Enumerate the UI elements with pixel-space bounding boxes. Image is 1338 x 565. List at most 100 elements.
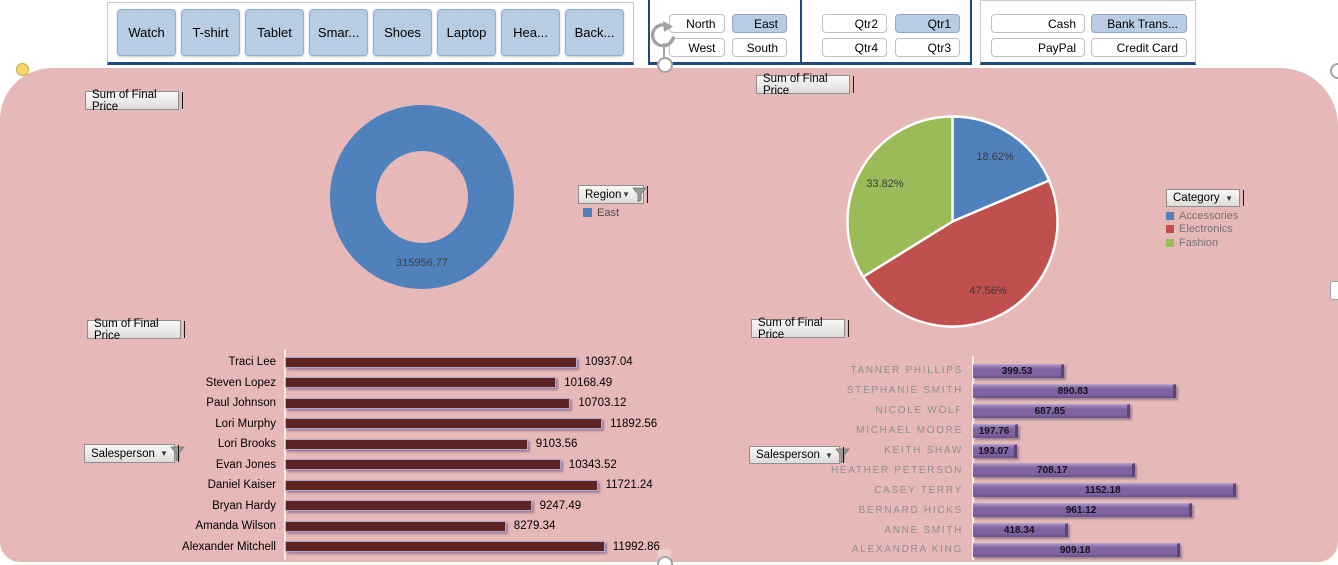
shape-adjust-handle[interactable]	[16, 63, 29, 76]
bar-daniel-kaiser[interactable]	[285, 479, 598, 491]
value-label: 197.76	[978, 425, 1010, 437]
category-label: Evan Jones	[215, 458, 276, 471]
slicer-item-west[interactable]: West	[669, 38, 725, 57]
slicer-item-tablet[interactable]: Tablet	[245, 9, 304, 56]
bar-keith-shaw[interactable]: 193.07	[973, 443, 1017, 458]
bar-tanner-phillips[interactable]: 399.53	[973, 363, 1065, 378]
chevron-down-icon: ▼	[159, 449, 168, 458]
bar-paul-johnson[interactable]	[285, 397, 571, 409]
category-filter-button[interactable]: Category ▼	[1166, 189, 1244, 207]
right-bar-chart[interactable]: TANNER PHILLIPS 399.53 STEPHANIE SMITH 890.…	[750, 361, 1330, 560]
salesperson-filter-button-right[interactable]: Salesperson ▼	[749, 446, 850, 464]
legend-label: East	[597, 206, 620, 219]
funnel-icon	[170, 446, 185, 461]
category-label: Lori Murphy	[215, 417, 276, 430]
bar-row-michael-moore: MICHAEL MOORE 197.76	[750, 421, 1330, 441]
bar-traci-lee[interactable]	[285, 356, 577, 368]
category-label: NICOLE WOLF	[875, 405, 963, 417]
bar-lori-brooks[interactable]	[285, 438, 528, 450]
rotate-handle-icon[interactable]	[643, 21, 677, 47]
bar-bernard-hicks[interactable]: 961.12	[973, 503, 1193, 518]
bar-bryan-hardy[interactable]	[285, 500, 532, 512]
bar-row-casey-terry: CASEY TERRY 1152.18	[750, 480, 1330, 500]
legend-item-fashion: Fashion	[1166, 236, 1238, 250]
shape-handle-right-middle[interactable]	[1330, 281, 1338, 300]
bar-steven-lopez[interactable]	[285, 377, 557, 389]
value-label: 11892.56	[610, 417, 658, 430]
pie-slice-fashion[interactable]	[846, 115, 954, 278]
value-label: 193.07	[978, 445, 1009, 457]
slicer-item-back[interactable]: Back...	[565, 9, 624, 56]
chevron-down-icon: ▼	[824, 450, 833, 460]
chevron-down-icon: ▼	[1225, 193, 1233, 203]
slicer-item-cash[interactable]: Cash	[991, 14, 1085, 33]
field-button-sum-of-final-price-left-bars[interactable]: Sum of Final Price	[87, 318, 185, 342]
bar-row-lori-brooks: Lori Brooks 9103.56	[88, 434, 728, 455]
legend-item-accessories: Accessories	[1166, 209, 1238, 223]
category-label: ANNE SMITH	[884, 524, 963, 536]
category-label: Paul Johnson	[206, 397, 276, 410]
shape-handle-top-right[interactable]	[1330, 63, 1338, 79]
legend-label: Fashion	[1179, 236, 1219, 249]
salesperson-filter-button-left[interactable]: Salesperson ▼	[84, 444, 185, 463]
value-label: 11721.24	[605, 479, 653, 492]
legend-swatch-fashion	[1166, 238, 1174, 247]
slicer-item-paypal[interactable]: PayPal	[991, 38, 1085, 57]
slicer-panel-payments: Cash Bank Trans... PayPal Credit Card	[980, 0, 1196, 65]
bar-row-traci-lee: Traci Lee 10937.04	[88, 352, 728, 373]
bar-anne-smith[interactable]: 418.34	[973, 523, 1069, 538]
slicer-item-t-shirt[interactable]: T-shirt	[181, 9, 240, 56]
donut-chart[interactable]	[325, 100, 519, 294]
bar-nicole-wolf[interactable]: 687.85	[973, 403, 1130, 418]
bar-evan-jones[interactable]	[285, 459, 561, 471]
field-button-sum-of-final-price-right-bars[interactable]: Sum of Final Price	[751, 317, 849, 341]
dashboard-canvas: خمسات	[0, 68, 1338, 565]
slicer-item-qtr4[interactable]: Qtr4	[822, 38, 887, 57]
pie-slice-electronics[interactable]	[862, 179, 1059, 328]
slicer-item-north[interactable]: North	[669, 14, 725, 33]
shape-handle-top-center[interactable]	[657, 57, 673, 73]
slicer-item-qtr1[interactable]: Qtr1	[895, 14, 960, 33]
bar-row-bryan-hardy: Bryan Hardy 9247.49	[88, 496, 728, 517]
slicer-item-south[interactable]: South	[731, 38, 787, 57]
field-button-sum-of-final-price-donut[interactable]: Sum of Final Price	[85, 89, 183, 113]
left-bar-chart[interactable]: Traci Lee 10937.04 Steven Lopez 10168.49 Pau…	[88, 352, 728, 557]
pie-slice-accessories[interactable]	[951, 115, 1051, 223]
value-label: 10168.49	[564, 376, 613, 389]
category-label: Lori Brooks	[217, 438, 276, 451]
slicer-item-qtr3[interactable]: Qtr3	[895, 38, 960, 57]
region-filter-button[interactable]: Region ▼	[578, 185, 648, 204]
field-button-sum-of-final-price-pie[interactable]: Sum of Final Price	[756, 73, 854, 97]
bar-heather-peterson[interactable]: 708.17	[973, 463, 1135, 478]
slicer-item-hea[interactable]: Hea...	[501, 9, 560, 56]
slicer-item-laptop[interactable]: Laptop	[437, 9, 496, 56]
category-label: MICHAEL MOORE	[856, 425, 963, 437]
bar-alexander-mitchell[interactable]	[285, 541, 605, 553]
legend-swatch-accessories	[1166, 211, 1174, 220]
bar-amanda-wilson[interactable]	[285, 520, 506, 532]
pie-data-label-fashion: 33.82%	[866, 178, 904, 190]
slicer-item-bank-trans[interactable]: Bank Trans...	[1091, 14, 1187, 33]
slicer-item-east[interactable]: East	[731, 14, 787, 33]
pie-chart[interactable]	[845, 114, 1061, 330]
slicer-item-credit-card[interactable]: Credit Card	[1091, 38, 1187, 57]
bar-michael-moore[interactable]: 197.76	[973, 423, 1019, 438]
slicer-item-smar[interactable]: Smar...	[309, 9, 368, 56]
bar-stephanie-smith[interactable]: 890.83	[973, 383, 1177, 398]
bar-alexandra-king[interactable]: 909.18	[973, 542, 1181, 557]
slicer-item-shoes[interactable]: Shoes	[373, 9, 432, 56]
slicer-item-watch[interactable]: Watch	[117, 9, 176, 56]
slicer-item-qtr2[interactable]: Qtr2	[822, 14, 887, 33]
category-label: Steven Lopez	[205, 376, 276, 389]
pie-legend: Accessories Electronics Fashion	[1166, 209, 1238, 250]
left-chart-axis	[284, 349, 286, 560]
category-label: STEPHANIE SMITH	[846, 385, 963, 397]
right-chart-axis	[972, 356, 974, 560]
value-label: 10343.52	[568, 458, 617, 471]
shape-handle-bottom-center[interactable]	[657, 556, 673, 565]
bar-casey-terry[interactable]: 1152.18	[973, 483, 1236, 498]
category-label: KEITH SHAW	[884, 445, 963, 456]
donut-data-label: 315956.77	[396, 257, 448, 269]
donut-slice-east[interactable]	[330, 105, 514, 289]
bar-lori-murphy[interactable]	[285, 418, 603, 430]
